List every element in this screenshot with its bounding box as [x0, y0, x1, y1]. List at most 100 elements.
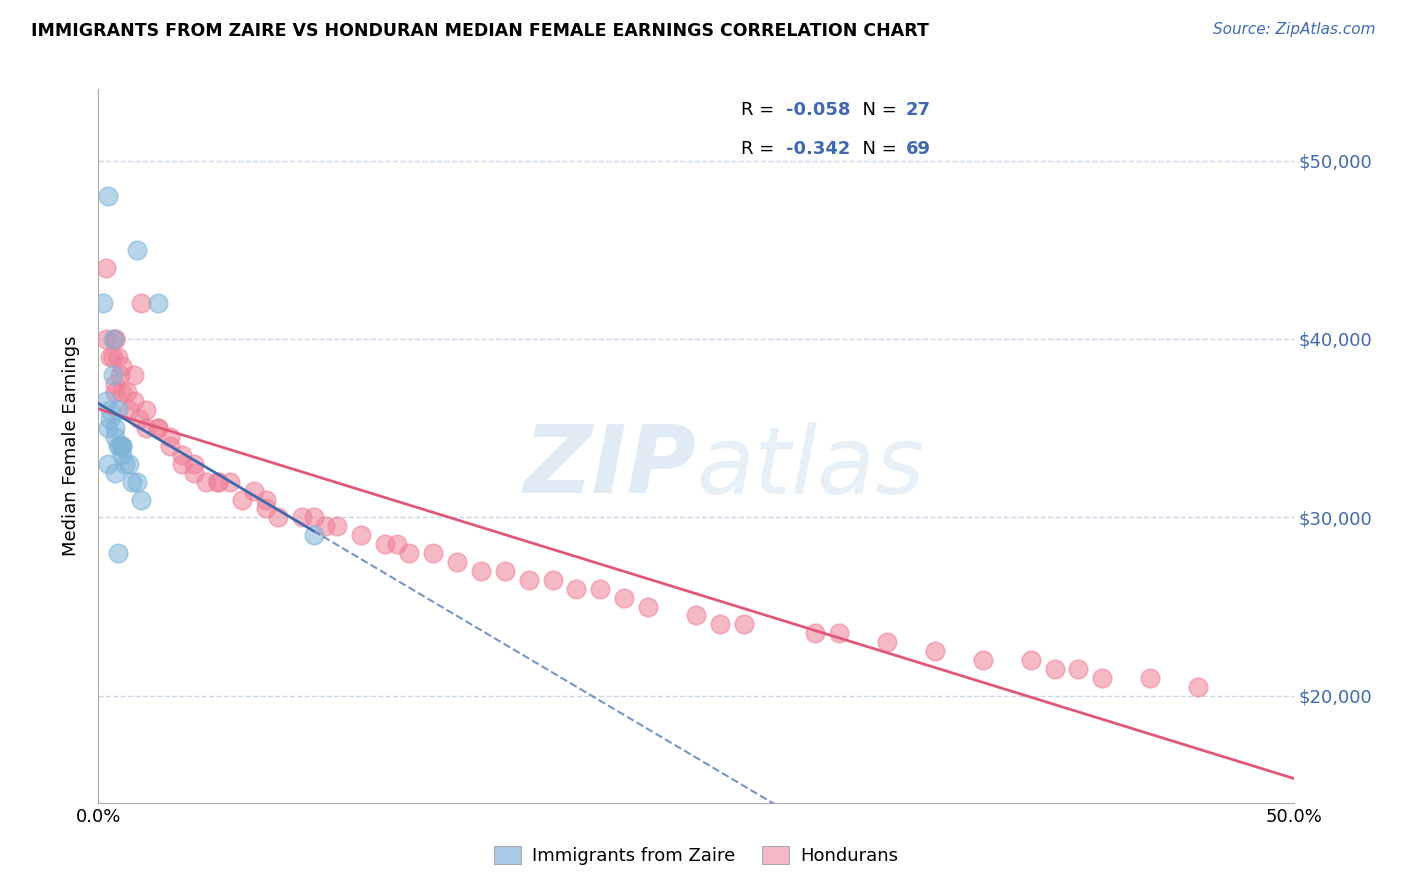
Point: [97, 189, 120, 203]
Point: [111, 448, 134, 462]
Point: [1187, 680, 1209, 694]
Point: [131, 296, 153, 310]
Point: [104, 466, 127, 480]
Point: [118, 457, 141, 471]
Point: [114, 457, 136, 471]
Point: [124, 368, 146, 382]
Point: [291, 510, 314, 524]
Text: R =: R =: [741, 101, 780, 119]
Text: N =: N =: [851, 101, 903, 119]
Point: [470, 564, 492, 578]
Text: atlas: atlas: [696, 422, 924, 513]
Point: [541, 573, 564, 587]
Point: [172, 457, 194, 471]
Point: [398, 546, 420, 560]
Point: [195, 475, 218, 489]
Point: [97, 421, 120, 435]
Legend: Immigrants from Zaire, Hondurans: Immigrants from Zaire, Hondurans: [486, 839, 905, 872]
Point: [494, 564, 516, 578]
Point: [104, 430, 127, 444]
Point: [231, 492, 253, 507]
Point: [685, 608, 707, 623]
Point: [315, 519, 337, 533]
Point: [107, 350, 129, 364]
Point: [91, 296, 114, 310]
Point: [98, 350, 122, 364]
Point: [97, 457, 120, 471]
Point: [733, 617, 755, 632]
Point: [148, 421, 170, 435]
Text: N =: N =: [851, 140, 903, 158]
Point: [804, 626, 827, 640]
Point: [422, 546, 444, 560]
Point: [148, 296, 170, 310]
Point: [302, 510, 325, 524]
Point: [565, 582, 588, 596]
Point: [385, 537, 409, 551]
Point: [108, 439, 131, 453]
Point: [267, 510, 290, 524]
Point: [637, 599, 659, 614]
Point: [104, 332, 127, 346]
Point: [115, 385, 138, 400]
Point: [183, 457, 205, 471]
Point: [254, 492, 277, 507]
Point: [1019, 653, 1042, 667]
Point: [94, 260, 117, 275]
Point: [589, 582, 612, 596]
Point: [302, 528, 325, 542]
Point: [101, 332, 124, 346]
Text: -0.058: -0.058: [786, 101, 851, 119]
Point: [828, 626, 851, 640]
Point: [101, 350, 124, 364]
Point: [446, 555, 468, 569]
Point: [243, 483, 266, 498]
Text: Source: ZipAtlas.com: Source: ZipAtlas.com: [1212, 22, 1375, 37]
Point: [128, 412, 150, 426]
Point: [350, 528, 373, 542]
Point: [118, 403, 141, 417]
Point: [104, 421, 127, 435]
Point: [207, 475, 229, 489]
Point: [326, 519, 349, 533]
Point: [374, 537, 396, 551]
Text: ZIP: ZIP: [523, 421, 696, 514]
Point: [972, 653, 994, 667]
Point: [159, 430, 181, 444]
Point: [924, 644, 946, 658]
Point: [709, 617, 731, 632]
Y-axis label: Median Female Earnings: Median Female Earnings: [62, 335, 80, 557]
Point: [98, 412, 122, 426]
Point: [125, 243, 148, 257]
Point: [125, 475, 148, 489]
Point: [111, 439, 134, 453]
Point: [121, 475, 143, 489]
Point: [107, 403, 129, 417]
Point: [1139, 671, 1161, 685]
Point: [111, 385, 134, 400]
Point: [108, 368, 131, 382]
Point: [219, 475, 242, 489]
Point: [131, 492, 153, 507]
Text: 69: 69: [905, 140, 931, 158]
Point: [104, 376, 127, 391]
Point: [613, 591, 636, 605]
Point: [207, 475, 229, 489]
Point: [111, 359, 134, 373]
Point: [94, 332, 117, 346]
Point: [517, 573, 540, 587]
Text: -0.342: -0.342: [786, 140, 851, 158]
Text: IMMIGRANTS FROM ZAIRE VS HONDURAN MEDIAN FEMALE EARNINGS CORRELATION CHART: IMMIGRANTS FROM ZAIRE VS HONDURAN MEDIAN…: [31, 22, 929, 40]
Point: [135, 403, 157, 417]
Point: [124, 394, 146, 409]
Point: [1067, 662, 1090, 676]
Point: [876, 635, 898, 649]
Point: [107, 546, 129, 560]
Point: [111, 439, 134, 453]
Point: [94, 394, 117, 409]
Point: [98, 403, 122, 417]
Point: [172, 448, 194, 462]
Point: [104, 385, 127, 400]
Point: [135, 421, 157, 435]
Point: [104, 332, 127, 346]
